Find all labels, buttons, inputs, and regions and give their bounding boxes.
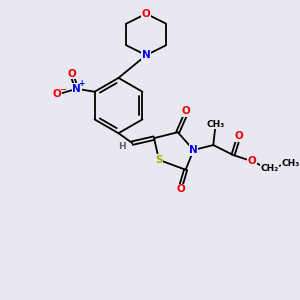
Text: H: H — [118, 142, 125, 151]
Text: +: + — [79, 79, 85, 88]
Text: N: N — [72, 84, 81, 94]
Text: N: N — [142, 50, 151, 60]
Text: S: S — [155, 155, 163, 165]
Text: O: O — [53, 89, 62, 99]
Text: O: O — [68, 69, 76, 79]
Text: O: O — [181, 106, 190, 116]
Text: O: O — [248, 156, 256, 166]
Text: O: O — [142, 9, 151, 19]
Text: CH₃: CH₃ — [206, 120, 224, 129]
Text: CH₂: CH₂ — [260, 164, 279, 173]
Text: −: − — [59, 85, 67, 94]
Text: O: O — [235, 131, 243, 141]
Text: CH₃: CH₃ — [281, 159, 299, 168]
Text: N: N — [189, 145, 198, 155]
Text: O: O — [176, 184, 185, 194]
